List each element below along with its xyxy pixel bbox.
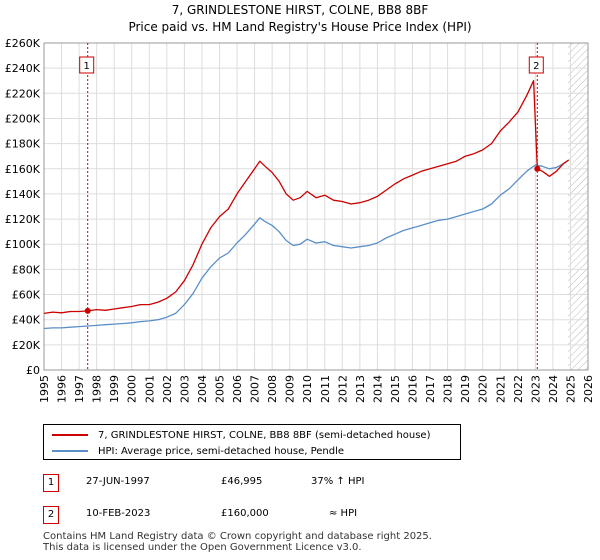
x-tick-label: 1999: [108, 375, 121, 403]
x-tick-label: 2024: [547, 375, 560, 403]
footer-license: This data is licensed under the Open Gov…: [43, 542, 362, 553]
x-tick-label: 2018: [442, 375, 455, 403]
y-tick-label: £140K: [5, 188, 41, 201]
x-tick-label: 2021: [494, 375, 507, 403]
legend-swatch-hpi: [52, 450, 88, 452]
forecast-hatch-region: [567, 43, 588, 370]
x-tick-label: 2025: [564, 375, 577, 403]
x-tick-label: 2011: [319, 375, 332, 403]
sale-point: [84, 307, 91, 314]
x-tick-label: 2009: [284, 375, 297, 403]
annotation-label: 1: [84, 61, 90, 72]
chart-subtitle: Price paid vs. HM Land Registry's House …: [128, 20, 471, 34]
chart-title: 7, GRINDLESTONE HIRST, COLNE, BB8 8BF: [172, 3, 429, 17]
y-tick-label: £180K: [5, 138, 41, 151]
transaction-badge: 2: [43, 506, 59, 524]
transaction-price: £160,000: [221, 508, 269, 519]
x-tick-label: 1996: [56, 375, 69, 403]
annotation-badge: [79, 56, 95, 74]
y-tick-label: £200K: [5, 112, 41, 125]
property-price-line: [43, 80, 570, 315]
x-tick-label: 2000: [126, 375, 139, 403]
hpi-line: [43, 159, 570, 330]
x-tick-label: 2014: [371, 375, 384, 403]
legend-swatch-property: [52, 434, 88, 436]
x-tick-label: 2013: [354, 375, 367, 403]
y-tick-label: £120K: [5, 213, 41, 226]
chart: 7, GRINDLESTONE HIRST, COLNE, BB8 8BF Pr…: [5, 3, 595, 403]
transaction-date: 27-JUN-1997: [86, 476, 150, 487]
transaction-date: 10-FEB-2023: [86, 508, 151, 519]
x-tick-label: 2016: [407, 375, 420, 403]
x-tick-label: 2003: [178, 375, 191, 403]
y-tick-label: £220K: [5, 87, 41, 100]
x-tick-label: 1998: [91, 375, 104, 403]
y-tick-label: £160K: [5, 163, 41, 176]
plot-frame: [43, 42, 589, 371]
y-tick-label: £0: [26, 364, 40, 377]
legend-label-hpi: HPI: Average price, semi-detached house,…: [98, 445, 345, 457]
x-tick-label: 2002: [161, 375, 174, 403]
transaction-hpi: ≈ HPI: [329, 508, 358, 519]
x-tick-label: 2019: [459, 375, 472, 403]
x-tick-label: 2005: [213, 375, 226, 403]
plot-background: [44, 43, 588, 370]
x-tick-label: 2015: [389, 375, 402, 403]
x-tick-label: 2010: [301, 375, 314, 403]
x-tick-label: 2007: [249, 375, 262, 403]
y-tick-label: £240K: [5, 62, 41, 75]
annotation-badge: [528, 56, 544, 74]
x-tick-label: 2004: [196, 375, 209, 403]
x-tick-label: 2023: [529, 375, 542, 403]
x-tick-label: 2017: [424, 375, 437, 403]
sale-point: [534, 165, 541, 172]
y-tick-label: £60K: [12, 289, 41, 302]
y-tick-label: £100K: [5, 238, 41, 251]
x-tick-label: 1997: [73, 375, 86, 403]
legend-label-property: 7, GRINDLESTONE HIRST, COLNE, BB8 8BF (s…: [98, 429, 431, 441]
x-tick-label: 2026: [582, 375, 595, 403]
legend: 7, GRINDLESTONE HIRST, COLNE, BB8 8BF (s…: [43, 424, 461, 460]
y-tick-label: £260K: [5, 37, 41, 50]
legend-item-hpi: HPI: Average price, semi-detached house,…: [52, 443, 344, 459]
x-tick-label: 1995: [38, 375, 51, 403]
x-tick-label: 2001: [143, 375, 156, 403]
x-tick-label: 2020: [477, 375, 490, 403]
x-tick-label: 2012: [336, 375, 349, 403]
transaction-price: £46,995: [221, 476, 263, 487]
transaction-hpi: 37% ↑ HPI: [311, 476, 365, 487]
annotation-label: 2: [533, 61, 539, 72]
footer-copyright: Contains HM Land Registry data © Crown c…: [43, 531, 432, 542]
y-tick-label: £40K: [12, 314, 41, 327]
y-tick-label: £20K: [12, 339, 41, 352]
x-tick-label: 2022: [512, 375, 525, 403]
y-tick-label: £80K: [12, 263, 41, 276]
transaction-badge: 1: [43, 474, 59, 492]
x-tick-label: 2006: [231, 375, 244, 403]
legend-item-property: 7, GRINDLESTONE HIRST, COLNE, BB8 8BF (s…: [52, 427, 430, 443]
footer: Contains HM Land Registry data © Crown c…: [43, 531, 432, 553]
x-tick-label: 2008: [266, 375, 279, 403]
